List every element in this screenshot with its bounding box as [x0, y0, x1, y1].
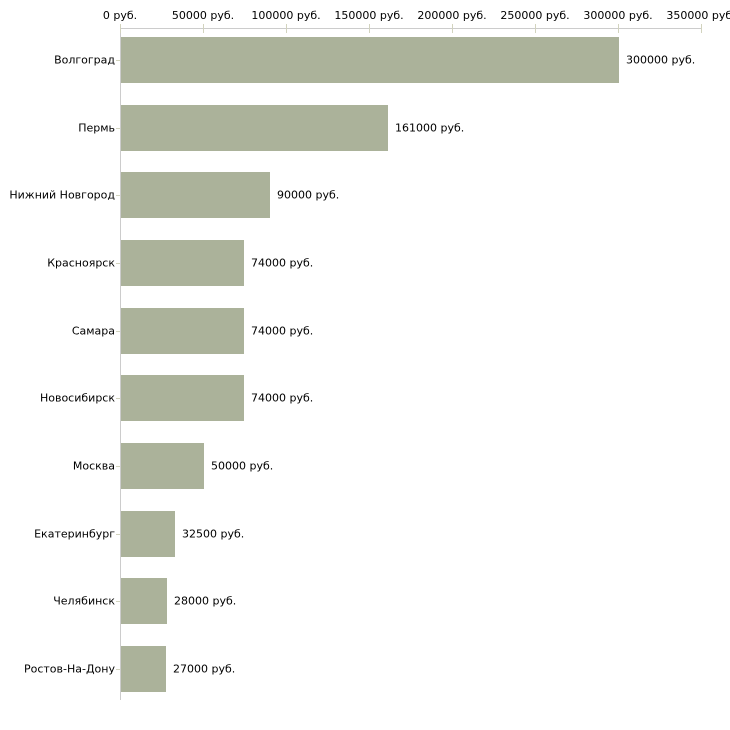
category-label: Москва [72, 459, 115, 473]
category-tick [116, 128, 120, 129]
value-label: 28000 руб. [174, 594, 237, 608]
bar [121, 37, 619, 83]
bar [121, 375, 244, 421]
category-label: Челябинск [53, 594, 115, 608]
bar [121, 443, 204, 489]
x-axis-tick-label: 250000 руб. [500, 9, 570, 22]
category-tick [116, 669, 120, 670]
x-axis-tick-label: 100000 руб. [251, 9, 321, 22]
category-tick [116, 195, 120, 196]
x-axis-tick-label: 350000 руб. [666, 9, 730, 22]
x-axis-tick [618, 24, 619, 33]
bar [121, 172, 270, 218]
x-axis-tick [452, 24, 453, 33]
value-label: 50000 руб. [211, 459, 274, 473]
x-axis-tick-label: 0 руб. [102, 9, 138, 22]
value-label: 27000 руб. [173, 662, 236, 676]
category-label: Екатеринбург [34, 527, 115, 541]
x-axis-tick [286, 24, 287, 33]
category-label: Новосибирск [39, 391, 115, 405]
y-axis-line [120, 28, 121, 700]
category-tick [116, 331, 120, 332]
value-label: 300000 руб. [626, 53, 696, 67]
category-label: Красноярск [47, 256, 115, 270]
x-axis-tick [203, 24, 204, 33]
value-label: 32500 руб. [182, 527, 245, 541]
category-label: Самара [71, 324, 115, 338]
category-tick [116, 534, 120, 535]
category-label: Волгоград [54, 53, 115, 67]
category-tick [116, 466, 120, 467]
category-tick [116, 601, 120, 602]
x-axis-tick [369, 24, 370, 33]
bar [121, 308, 244, 354]
x-axis-tick [701, 24, 702, 33]
x-axis-tick-label: 150000 руб. [334, 9, 404, 22]
bar [121, 646, 166, 692]
x-axis-line [120, 28, 702, 29]
value-label: 90000 руб. [277, 188, 340, 202]
category-label: Нижний Новгород [9, 188, 115, 202]
x-axis-tick [120, 24, 121, 33]
category-label: Ростов-На-Дону [23, 662, 115, 676]
x-axis-tick-label: 50000 руб. [171, 9, 235, 22]
category-label: Пермь [78, 121, 115, 135]
value-label: 161000 руб. [395, 121, 465, 135]
category-tick [116, 398, 120, 399]
bar [121, 511, 175, 557]
value-label: 74000 руб. [251, 391, 314, 405]
value-label: 74000 руб. [251, 256, 314, 270]
x-axis-tick-label: 300000 руб. [583, 9, 653, 22]
bar [121, 240, 244, 286]
bar [121, 105, 388, 151]
x-axis-tick [535, 24, 536, 33]
bar [121, 578, 167, 624]
category-tick [116, 60, 120, 61]
x-axis-tick-label: 200000 руб. [417, 9, 487, 22]
value-label: 74000 руб. [251, 324, 314, 338]
category-tick [116, 263, 120, 264]
